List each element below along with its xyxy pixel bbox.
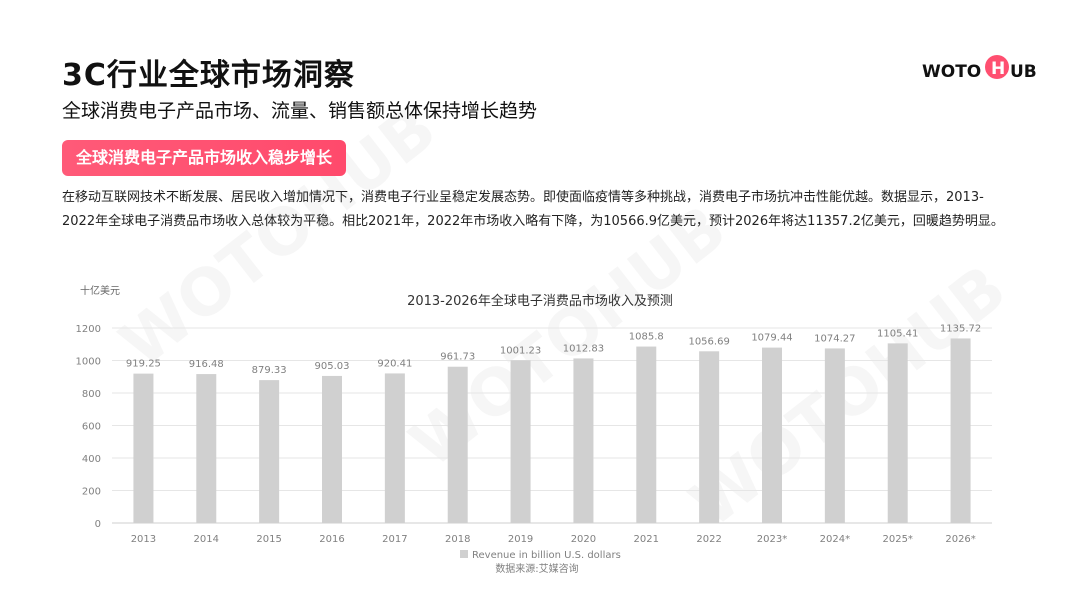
bar [259,380,280,523]
intro-paragraph: 在移动互联网技术不断发展、居民收入增加情况下，消费电子行业呈稳定发展态势。即使面… [62,190,1004,229]
x-tick-label: 2023* [757,534,787,545]
bar [384,373,405,523]
source-note: 数据来源:艾媒咨询 [495,562,578,575]
brand-logo: WOTO H UB [922,55,1037,82]
y-tick-label: 200 [82,487,101,498]
data-label: 920.41 [377,358,412,369]
page-subtitle: 全球消费电子产品市场、流量、销售额总体保持增长趋势 [62,100,538,122]
chart-title: 2013-2026年全球电子消费品市场收入及预测 [407,294,673,309]
legend-label: Revenue in billion U.S. dollars [472,550,621,561]
bar [762,347,782,523]
bar [133,373,154,523]
x-tick-label: 2022 [696,534,721,545]
x-tick-label: 2018 [445,534,470,545]
bar [322,375,342,523]
section-badge: 全球消费电子产品市场收入稳步增长 [62,140,346,176]
x-tick-label: 2019 [508,534,533,545]
legend-swatch [460,550,468,558]
data-label: 1135.72 [940,323,981,334]
logo-text-right: UB [1010,62,1037,82]
x-tick-label: 2021 [634,534,659,545]
data-label: 1012.83 [563,343,604,354]
y-axis-unit: 十亿美元 [80,286,120,297]
data-label: 916.48 [189,359,224,370]
x-tick-label: 2013 [131,534,156,545]
bar [824,348,845,523]
x-tick-label: 2026* [945,534,975,545]
y-tick-label: 800 [82,389,101,400]
x-tick-label: 2025* [882,534,912,545]
data-label: 1001.23 [500,345,541,356]
bar [887,343,908,523]
bar [699,351,720,523]
svg-text:H: H [991,59,1005,79]
data-label: 1105.41 [877,328,918,339]
data-label: 1056.69 [688,336,729,347]
x-tick-label: 2020 [571,534,596,545]
y-tick-label: 1200 [76,324,101,335]
data-label: 879.33 [252,365,287,376]
bar [196,374,217,523]
y-tick-label: 400 [82,454,101,465]
bar [573,358,594,523]
data-label: 1079.44 [751,333,792,344]
bar [447,366,468,523]
bar [950,338,971,523]
x-tick-label: 2014 [194,534,219,545]
page-title: 3C行业全球市场洞察 [62,58,355,93]
bar [636,346,657,523]
y-tick-label: 600 [82,422,101,433]
x-tick-label: 2017 [382,534,407,545]
bar [510,360,531,523]
y-tick-label: 1000 [76,357,101,368]
x-tick-label: 2016 [319,534,344,545]
logo-text-left: WOTO [922,62,981,82]
data-label: 905.03 [315,361,350,372]
x-tick-label: 2015 [256,534,281,545]
data-label: 1085.8 [629,332,664,343]
data-label: 1074.27 [814,333,855,344]
data-label: 961.73 [440,352,475,363]
y-tick-label: 0 [95,519,101,530]
x-tick-label: 2024* [820,534,850,545]
data-label: 919.25 [126,359,161,370]
